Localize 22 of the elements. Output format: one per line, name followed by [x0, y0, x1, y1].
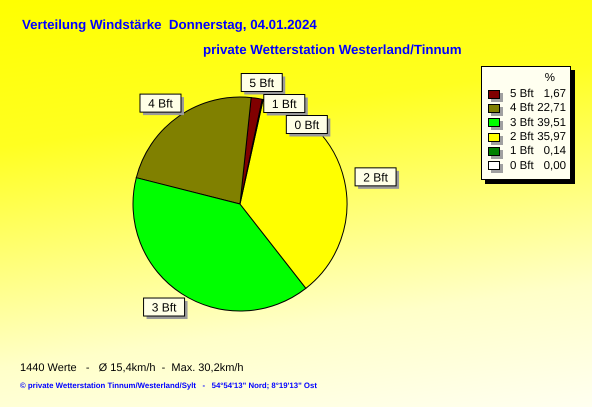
chart-title: Verteilung Windstärke Donnerstag, 04.01.2024: [22, 17, 317, 32]
data-label: 35,97: [537, 130, 566, 144]
legend-label: 5 Bft: [510, 87, 534, 102]
legend-label: 3 Bft: [510, 116, 534, 130]
slice-label: 3 Bft: [152, 300, 178, 315]
category-label: 1 Bft: [272, 97, 297, 112]
legend-label: 0 Bft: [510, 158, 534, 173]
data-label: 39,51: [537, 116, 566, 130]
data-label: 1,67: [544, 87, 566, 102]
text: 0,00: [544, 160, 566, 172]
legend-label: 2 Bft: [510, 130, 534, 144]
legend-label: 1 Bft: [510, 144, 534, 158]
data-label: 0,14: [544, 144, 566, 158]
slice-label: 4 Bft: [148, 96, 174, 111]
chart-subtitle: private Wetterstation Westerland/Tinnum: [203, 42, 462, 57]
data-label: 22,71: [537, 101, 566, 116]
legend-label: 4 Bft: [510, 101, 534, 116]
text: 1440 Werte - Ø 15,4km/h - Max. 30,2km/h: [20, 362, 244, 374]
legend-title: %: [544, 71, 556, 86]
slice-label: 2 Bft: [363, 170, 389, 184]
slice-label: 5 Bft: [249, 76, 275, 90]
category-label: 0 Bft: [294, 118, 320, 132]
